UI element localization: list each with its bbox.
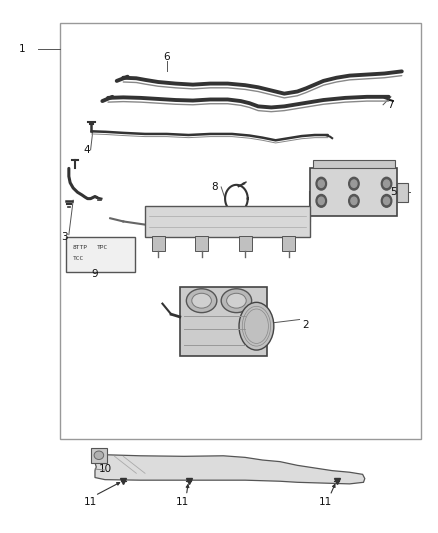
Bar (397, 183, 408, 202)
Text: 5: 5 (390, 187, 396, 197)
Text: TPC: TPC (97, 245, 108, 250)
Ellipse shape (94, 451, 104, 459)
Bar (311, 168, 397, 216)
Text: 8TTP: 8TTP (72, 245, 87, 250)
Text: 10: 10 (99, 464, 113, 474)
Ellipse shape (221, 289, 252, 313)
Circle shape (381, 195, 392, 207)
Text: 6: 6 (163, 52, 170, 62)
Circle shape (318, 197, 324, 205)
Text: 2: 2 (303, 320, 309, 330)
Text: TCC: TCC (72, 255, 84, 261)
Text: 11: 11 (319, 497, 332, 507)
Ellipse shape (239, 302, 274, 350)
Text: 11: 11 (84, 497, 97, 507)
Bar (282, 236, 295, 251)
Text: 1: 1 (19, 44, 25, 54)
Text: 11: 11 (175, 497, 189, 507)
Text: 8: 8 (212, 182, 218, 192)
Bar (66, 237, 135, 272)
Circle shape (351, 197, 357, 205)
Bar (195, 236, 208, 251)
Text: 7: 7 (388, 100, 394, 110)
Ellipse shape (186, 289, 217, 313)
Bar (313, 160, 395, 168)
Bar (180, 287, 267, 356)
Circle shape (381, 177, 392, 190)
Circle shape (351, 180, 357, 188)
Bar (91, 448, 107, 463)
Bar (239, 236, 252, 251)
Bar (145, 206, 311, 237)
Circle shape (318, 180, 324, 188)
Ellipse shape (226, 293, 246, 308)
Text: 4: 4 (83, 145, 89, 155)
Circle shape (384, 197, 390, 205)
Circle shape (316, 177, 326, 190)
Text: 3: 3 (61, 232, 68, 243)
Circle shape (349, 177, 359, 190)
Circle shape (316, 195, 326, 207)
Ellipse shape (192, 293, 212, 308)
Bar (152, 236, 165, 251)
Bar (60, 22, 421, 439)
Text: 9: 9 (92, 270, 98, 279)
Circle shape (384, 180, 390, 188)
Polygon shape (95, 455, 365, 484)
Circle shape (349, 195, 359, 207)
